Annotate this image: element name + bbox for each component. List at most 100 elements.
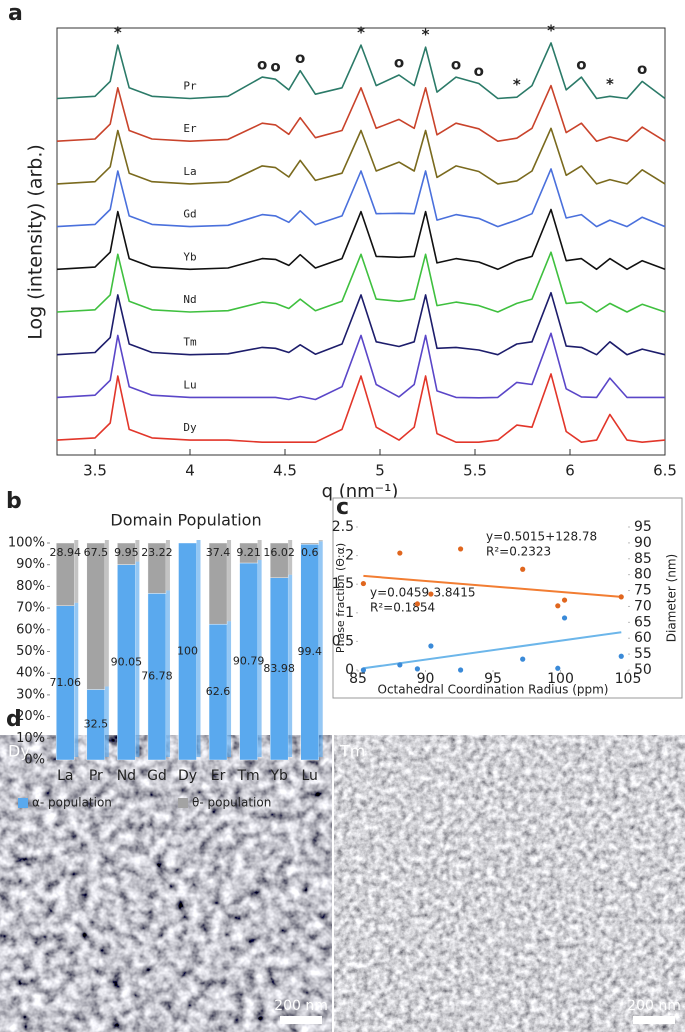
x-tick-label: 3.5	[83, 462, 107, 480]
x-tick-label: Yb	[269, 768, 288, 784]
bar-side	[318, 541, 323, 757]
trace	[56, 208, 666, 271]
y-tick-label: 1	[345, 605, 354, 621]
sem-image	[0, 735, 332, 1032]
bar-side	[74, 540, 79, 603]
y-tick-label: 0	[345, 662, 354, 678]
point	[561, 597, 568, 603]
x-tick-label: 4.5	[273, 462, 297, 480]
x-tick-label: 6	[565, 462, 575, 480]
trace	[56, 373, 666, 443]
series-label: Nd	[183, 293, 196, 306]
point	[397, 550, 403, 556]
trace	[56, 332, 665, 401]
bar-side	[288, 540, 293, 575]
x-tick-label: 4	[185, 462, 195, 480]
series-label: La	[183, 165, 196, 178]
value-label: 99.4	[297, 645, 322, 658]
bar-side	[104, 540, 109, 687]
trace	[56, 291, 666, 356]
equation: y=0.5015+128.78	[486, 530, 597, 544]
scale-bar-label: 200 nm	[274, 998, 328, 1014]
y-tick-label: 90%	[16, 557, 45, 572]
bar-side	[135, 561, 140, 757]
x-tick-label: 5.5	[463, 462, 487, 480]
peak-marker: o	[576, 56, 586, 74]
peak-marker: *	[357, 24, 365, 42]
y-tick-label: 0.5	[332, 633, 354, 649]
y-tick-label: 2.5	[332, 519, 354, 535]
x-tick-label: 100	[547, 671, 574, 687]
y2-tick-label: 65	[634, 614, 652, 630]
peak-marker: *	[422, 26, 430, 44]
value-label: 0.6	[301, 546, 319, 559]
peak-marker: o	[474, 62, 484, 80]
x-tick-label: 5	[375, 462, 385, 480]
y2-tick-label: 50	[634, 662, 652, 678]
point	[414, 666, 420, 672]
panel-label: a	[8, 1, 23, 26]
y-axis-label: Log (intensity) (arb.)	[25, 144, 47, 340]
point	[555, 665, 561, 671]
bar-side	[227, 621, 232, 757]
bar-segment	[300, 542, 319, 545]
value-label: 71.06	[50, 676, 82, 689]
point	[414, 601, 420, 607]
value-label: 23.22	[141, 546, 173, 559]
series-label: Lu	[183, 378, 196, 391]
bar-side	[318, 540, 323, 542]
value-label: 62.6	[206, 685, 231, 698]
y-tick-label: 70%	[16, 601, 45, 616]
trendline	[363, 574, 622, 598]
x-tick-label: Dy	[178, 768, 197, 784]
point	[360, 667, 366, 673]
panel-label: c	[336, 495, 349, 520]
y-tick-label: 0%	[24, 753, 45, 768]
legend-label: α- population	[32, 796, 112, 810]
peak-marker: o	[270, 58, 280, 76]
y2-tick-label: 75	[634, 583, 652, 599]
point	[428, 643, 434, 649]
y-tick-label: 50%	[16, 644, 45, 659]
value-label: 90.05	[111, 655, 143, 668]
y2-tick-label: 80	[634, 567, 652, 583]
value-label: 83.98	[263, 662, 295, 675]
y-tick-label: 30%	[16, 687, 45, 702]
point	[520, 656, 526, 662]
value-label: 9.21	[236, 546, 261, 559]
point	[428, 591, 434, 597]
bar-side	[165, 590, 170, 757]
x-tick-label: Pr	[89, 768, 103, 784]
trace	[56, 84, 666, 142]
x-tick-label: 6.5	[653, 462, 677, 480]
legend-swatch	[178, 798, 188, 808]
series-label: Tm	[183, 336, 197, 349]
peak-marker: *	[547, 21, 555, 39]
value-label: 32.5	[84, 718, 109, 731]
point	[618, 653, 624, 659]
r-squared: R²=0.2323	[486, 545, 551, 559]
image-caption: Dy	[8, 742, 30, 761]
x-tick-label: 95	[484, 671, 502, 687]
x-tick-label: 105	[615, 671, 642, 687]
bar-side	[257, 559, 262, 757]
scale-bar	[280, 1016, 322, 1024]
peak-marker: o	[295, 49, 305, 67]
bar-side	[227, 540, 232, 622]
x-tick-label: 90	[417, 671, 435, 687]
point	[555, 603, 561, 609]
y2-tick-label: 95	[634, 519, 652, 535]
y2-tick-label: 55	[634, 646, 652, 662]
trace	[56, 127, 666, 185]
x-tick-label: Gd	[147, 768, 167, 784]
value-label: 37.4	[206, 546, 231, 559]
x-tick-label: Tm	[237, 768, 260, 784]
point	[360, 580, 366, 587]
y-tick-label: 2	[345, 548, 354, 564]
peak-marker: *	[114, 24, 122, 42]
series-label: Pr	[183, 79, 197, 92]
y-tick-label: 40%	[16, 666, 45, 681]
y-tick-label: 60%	[16, 622, 45, 637]
